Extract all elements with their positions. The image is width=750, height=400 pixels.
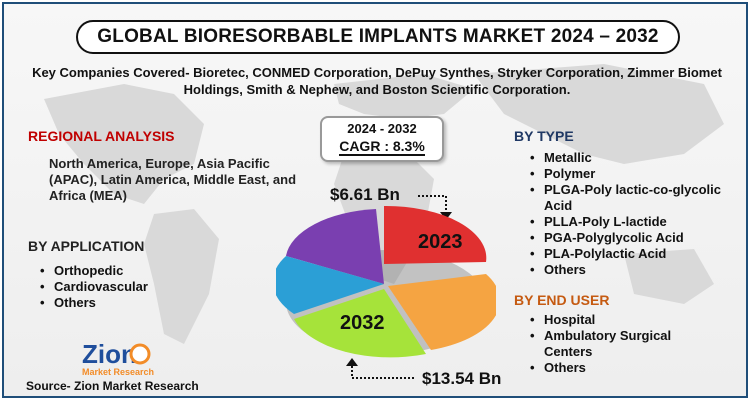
list-item: Metallic (528, 150, 728, 166)
logo-name: Zion (82, 339, 137, 369)
pie-slice-green (294, 289, 426, 358)
application-list: Orthopedic Cardiovascular Others (38, 263, 238, 311)
list-item: Others (528, 262, 728, 278)
pie-label-2032: 2032 (340, 312, 385, 334)
list-item: Others (38, 295, 238, 311)
list-item: Polymer (528, 166, 728, 182)
logo-sub: Market Research (82, 367, 154, 377)
key-companies-text: Key Companies Covered- Bioretec, CONMED … (32, 65, 722, 97)
market-value-2032: $13.54 Bn (422, 369, 502, 388)
list-item: PLA-Polylactic Acid (528, 246, 728, 262)
dotted-arrow-2032-icon (346, 358, 414, 379)
regional-analysis-heading: REGIONAL ANALYSIS (28, 128, 175, 144)
list-item: Hospital (528, 312, 708, 328)
pie-label-2023: 2023 (418, 231, 463, 253)
list-item: PLGA-Poly lactic-co-glycolic Acid (528, 182, 728, 214)
cagr-box: 2024 - 2032 CAGR : 8.3% (320, 116, 444, 162)
pie-slice-red (384, 205, 487, 264)
page-title: GLOBAL BIORESORBABLE IMPLANTS MARKET 202… (76, 20, 680, 54)
by-end-user-heading: BY END USER (514, 292, 610, 308)
zion-logo: Zion Market Research (82, 339, 154, 377)
list-item: PLLA-Poly L-lactide (528, 214, 728, 230)
regional-analysis-text: North America, Europe, Asia Pacific (APA… (49, 156, 297, 203)
list-item: Cardiovascular (38, 279, 238, 295)
list-item: Ambulatory Surgical Centers (528, 328, 708, 360)
market-value-2023: $6.61 Bn (330, 185, 400, 204)
end-user-list: Hospital Ambulatory Surgical Centers Oth… (528, 312, 708, 376)
list-item: Others (528, 360, 708, 376)
pie-slice-purple (286, 209, 384, 284)
list-item: Orthopedic (38, 263, 238, 279)
cagr-years: 2024 - 2032 (347, 121, 417, 136)
pie-slice-blue (276, 256, 384, 314)
by-application-heading: BY APPLICATION (28, 238, 145, 254)
3d-pie-chart: 2023 2032 (276, 205, 496, 358)
by-type-heading: BY TYPE (514, 128, 574, 144)
source-text: Source- Zion Market Research (26, 379, 199, 393)
list-item: PGA-Polyglycolic Acid (528, 230, 728, 246)
dotted-arrow-2023-icon (418, 195, 452, 220)
type-list: Metallic Polymer PLGA-Poly lactic-co-gly… (528, 150, 728, 278)
pie-slice-orange (388, 274, 496, 350)
cagr-value: CAGR : 8.3% (339, 138, 425, 156)
